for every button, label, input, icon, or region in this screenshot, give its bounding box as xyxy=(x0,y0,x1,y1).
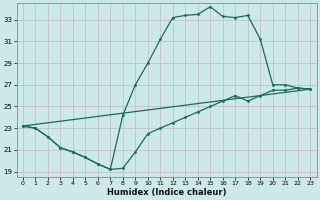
X-axis label: Humidex (Indice chaleur): Humidex (Indice chaleur) xyxy=(107,188,226,197)
